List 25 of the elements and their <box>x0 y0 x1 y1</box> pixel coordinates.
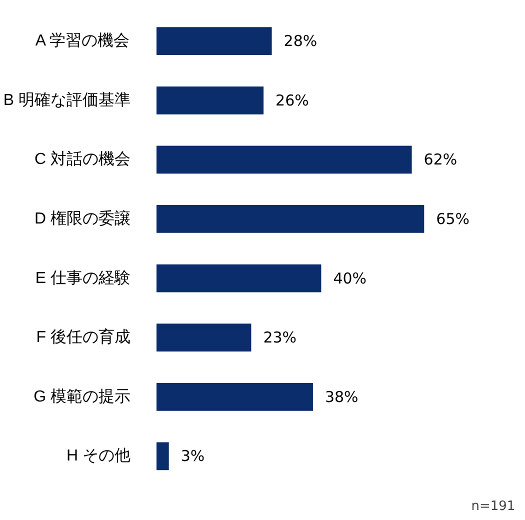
data-label: 38% <box>324 388 358 406</box>
y-tick-label: H その他 <box>66 448 130 465</box>
y-tick-label: E 仕事の経験 <box>35 268 131 287</box>
data-label: 3% <box>180 447 205 466</box>
data-label: 23% <box>263 328 297 347</box>
data-label: 26% <box>276 91 309 110</box>
data-label: 28% <box>284 32 318 50</box>
y-tick-label: D 権限の委譲 <box>34 209 130 228</box>
y-tick-label: G 模範の提示 <box>34 387 130 406</box>
y-tick-label: C 対話の機会 <box>34 150 130 168</box>
data-label: 40% <box>333 269 367 288</box>
bar <box>156 205 424 233</box>
bar <box>156 264 322 292</box>
bar <box>156 382 313 411</box>
bar <box>156 442 169 470</box>
text: n=191 <box>471 499 516 514</box>
data-label: 65% <box>436 210 470 228</box>
bar <box>156 146 412 174</box>
data-label: 62% <box>424 150 458 169</box>
y-tick-label: A 学習の機会 <box>35 32 130 50</box>
bar <box>156 27 272 56</box>
y-tick-label: B 明確な評価基準 <box>3 90 131 109</box>
y-tick-label: F 後任の育成 <box>36 328 130 346</box>
bar <box>156 324 252 352</box>
bar <box>156 86 264 114</box>
